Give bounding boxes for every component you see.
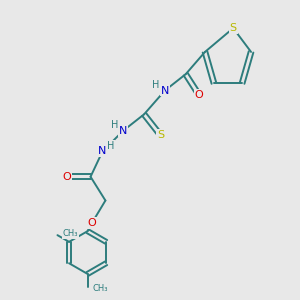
- Text: H: H: [152, 80, 159, 90]
- Text: O: O: [195, 90, 203, 100]
- Text: N: N: [161, 85, 169, 96]
- Text: N: N: [119, 126, 128, 136]
- Text: N: N: [98, 146, 106, 157]
- Text: S: S: [230, 23, 237, 33]
- Text: S: S: [157, 130, 164, 140]
- Text: CH₃: CH₃: [63, 229, 78, 238]
- Text: H: H: [111, 120, 118, 130]
- Text: H: H: [107, 141, 115, 151]
- Text: O: O: [88, 218, 96, 228]
- Text: CH₃: CH₃: [93, 284, 108, 293]
- Text: O: O: [62, 172, 71, 182]
